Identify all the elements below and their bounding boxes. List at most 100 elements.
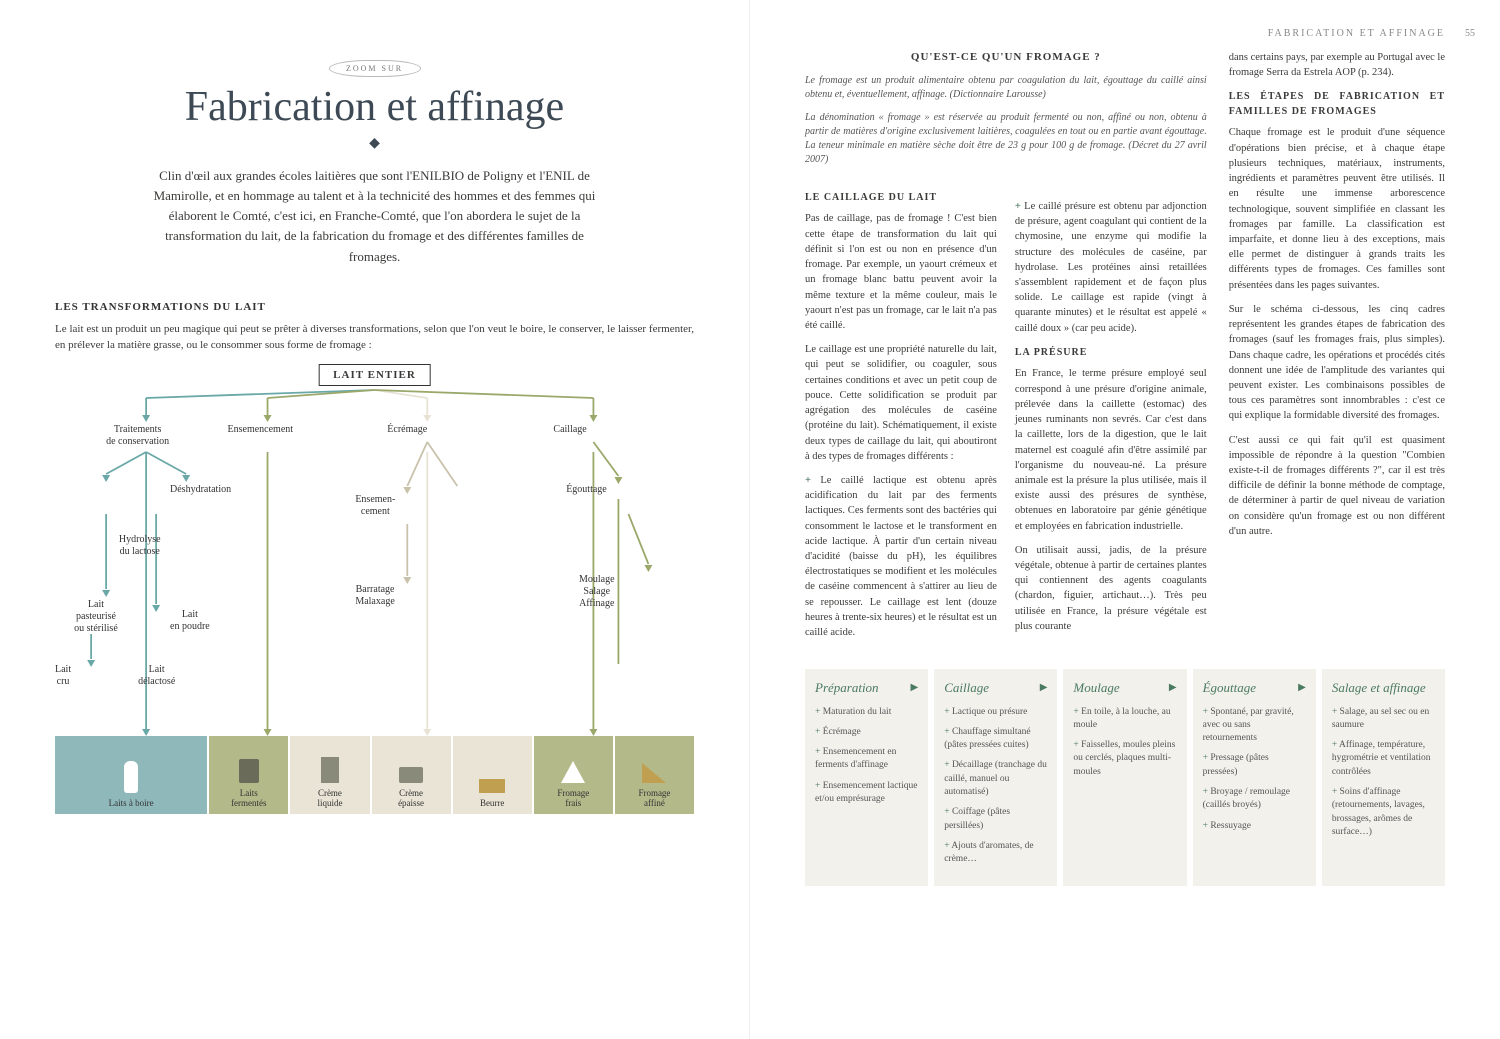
p-etapes-2: Sur le schéma ci-dessous, les cinq cadre… <box>1229 302 1445 424</box>
icon-label: Laits fermentés <box>231 788 266 808</box>
step-item: Ensemencement lactique et/ou emprésurage <box>815 780 918 807</box>
step-item: Affinage, température, hygrométrie et ve… <box>1332 739 1435 779</box>
bottle-icon <box>124 761 138 793</box>
main-title: Fabrication et affinage <box>55 83 694 131</box>
diagram-product-crème-liquide: Crème liquide <box>290 736 371 814</box>
step-moulage: Moulage▶ En toile, à la louche, au moule F… <box>1063 669 1186 885</box>
step-item: Ajouts d'aromates, de crème… <box>944 840 1047 867</box>
milk-transformation-diagram: LAIT ENTIER Laits à boire Laits fermentés… <box>55 364 694 814</box>
diagram-node: Barratage Malaxage <box>355 584 394 608</box>
right-columns: QU'EST-CE QU'UN FROMAGE ? Le fromage est… <box>805 50 1445 649</box>
step-item: En toile, à la louche, au moule <box>1073 706 1176 733</box>
step-préparation: Préparation▶ Maturation du lait Écrémage En… <box>805 669 928 885</box>
brick-icon <box>321 757 339 783</box>
diagram-root-box: LAIT ENTIER <box>318 364 431 386</box>
h-etapes: LES ÉTAPES DE FABRICATION ET FAMILLES DE… <box>1229 90 1445 119</box>
qbox-def2: La dénomination « fromage » est réservée… <box>805 111 1207 167</box>
step-item: Ressuyage <box>1203 820 1306 833</box>
step-title: Caillage▶ <box>944 679 1047 697</box>
diagram-node: Hydrolyse du lactose <box>119 534 161 558</box>
step-salage-et-affinage: Salage et affinage Salage, au sel sec ou … <box>1322 669 1445 885</box>
diagram-node: Écrémage <box>387 424 427 436</box>
diagram-product-laits-fermentés: Laits fermentés <box>209 736 290 814</box>
pyramid-icon <box>561 761 585 783</box>
step-item: Maturation du lait <box>815 706 918 719</box>
section-transformations-intro: Le lait est un produit un peu magique qu… <box>55 321 694 354</box>
section-transformations-heading: LES TRANSFORMATIONS DU LAIT <box>55 301 694 313</box>
diagram-product-crème-épaisse: Crème épaisse <box>372 736 453 814</box>
diagram-product-fromage-affiné: Fromage affiné <box>615 736 694 814</box>
step-items: En toile, à la louche, au moule Faisselle… <box>1073 706 1176 779</box>
step-item: Spontané, par gravité, avec ou sans reto… <box>1203 706 1306 746</box>
zoom-badge: ZOOM SUR <box>329 60 421 77</box>
icon-label: Beurre <box>480 798 505 808</box>
icon-label: Crème épaisse <box>398 788 424 808</box>
step-item: Salage, au sel sec ou en saumure <box>1332 706 1435 733</box>
step-item: Faisselles, moules pleins ou cerclés, pl… <box>1073 739 1176 779</box>
p-presure-1: En France, le terme présure employé seul… <box>1015 366 1207 533</box>
diagram-node: Déshydratation <box>170 484 231 496</box>
icon-label: Fromage affiné <box>638 788 670 808</box>
icon-label: Laits à boire <box>109 798 154 808</box>
step-title: Égouttage▶ <box>1203 679 1306 697</box>
step-title: Préparation▶ <box>815 679 918 697</box>
step-item: Écrémage <box>815 726 918 739</box>
diagram-node: Lait en poudre <box>170 609 210 633</box>
jar-icon <box>239 759 259 783</box>
diagram-node: Égouttage <box>566 484 607 496</box>
step-item: Soins d'affinage (retournements, lavages… <box>1332 786 1435 839</box>
diagram-node: Ensemen- cement <box>355 494 395 518</box>
ornament: ◆ <box>55 135 694 152</box>
bullet-lactique: Le caillé lactique est obtenu après acid… <box>805 473 997 640</box>
p-etapes-3: C'est aussi ce qui fait qu'il est quasim… <box>1229 433 1445 540</box>
step-title: Moulage▶ <box>1073 679 1176 697</box>
p-presure-2: On utilisait aussi, jadis, de la présure… <box>1015 543 1207 634</box>
step-title: Salage et affinage <box>1332 679 1435 697</box>
fabrication-steps-strip: Préparation▶ Maturation du lait Écrémage En… <box>805 669 1445 885</box>
icon-label: Crème liquide <box>317 788 342 808</box>
step-items: Spontané, par gravité, avec ou sans reto… <box>1203 706 1306 833</box>
running-header: FABRICATION ET AFFINAGE <box>1268 28 1445 39</box>
page-right: FABRICATION ET AFFINAGE 55 QU'EST-CE QU'… <box>750 0 1500 1039</box>
diagram-node: Lait cru <box>55 664 71 688</box>
diagram-node: Caillage <box>553 424 586 436</box>
step-items: Maturation du lait Écrémage Ensemencement … <box>815 706 918 807</box>
qbox-title: QU'EST-CE QU'UN FROMAGE ? <box>805 50 1207 66</box>
diagram-product-beurre: Beurre <box>453 736 534 814</box>
block-icon <box>479 779 505 793</box>
diagram-node: Lait pasteurisé ou stérilisé <box>74 599 118 635</box>
step-items: Salage, au sel sec ou en saumure Affinage… <box>1332 706 1435 840</box>
diagram-product-laits-à-boire: Laits à boire <box>55 736 209 814</box>
p-col3-cont: dans certains pays, par exemple au Portu… <box>1229 50 1445 80</box>
step-item: Pressage (pâtes pressées) <box>1203 752 1306 779</box>
step-item: Ensemencement en ferments d'affinage <box>815 746 918 773</box>
step-item: Broyage / remoulage (caillés broyés) <box>1203 786 1306 813</box>
lede-text: Clin d'œil aux grandes écoles laitières … <box>145 166 605 267</box>
wedge-icon <box>642 763 666 783</box>
diagram-icon-row: Laits à boire Laits fermentés Crème liquid… <box>55 736 694 814</box>
h-presure: LA PRÉSURE <box>1015 346 1207 361</box>
qbox-def1: Le fromage est un produit alimentaire ob… <box>805 74 1207 102</box>
right-col-1: QU'EST-CE QU'UN FROMAGE ? Le fromage est… <box>805 50 1207 649</box>
bullet-presure: Le caillé présure est obtenu par adjonct… <box>1015 199 1207 336</box>
step-caillage: Caillage▶ Lactique ou présure Chauffage si… <box>934 669 1057 885</box>
page-left: ZOOM SUR Fabrication et affinage ◆ Clin … <box>0 0 750 1039</box>
diagram-product-fromage-frais: Fromage frais <box>534 736 615 814</box>
step-item: Chauffage simultané (pâtes pressées cuit… <box>944 726 1047 753</box>
p-etapes-1: Chaque fromage est le produit d'une séqu… <box>1229 125 1445 292</box>
diagram-node: Lait délactosé <box>138 664 175 688</box>
step-item: Coiffage (pâtes persillées) <box>944 806 1047 833</box>
step-égouttage: Égouttage▶ Spontané, par gravité, avec ou… <box>1193 669 1316 885</box>
step-item: Décaillage (tranchage du caillé, manuel … <box>944 759 1047 799</box>
icon-label: Fromage frais <box>557 788 589 808</box>
book-spread: ZOOM SUR Fabrication et affinage ◆ Clin … <box>0 0 1500 1039</box>
diagram-node: Moulage Salage Affinage <box>579 574 615 610</box>
p-caillage-2: Le caillage est une propriété naturelle … <box>805 342 997 464</box>
diagram-node: Traitements de conservation <box>106 424 169 448</box>
h-caillage: LE CAILLAGE DU LAIT <box>805 191 997 206</box>
step-item: Lactique ou présure <box>944 706 1047 719</box>
step-items: Lactique ou présure Chauffage simultané (… <box>944 706 1047 867</box>
page-number: 55 <box>1465 28 1475 39</box>
right-col-3: dans certains pays, par exemple au Portu… <box>1229 50 1445 649</box>
pot-icon <box>399 767 423 783</box>
